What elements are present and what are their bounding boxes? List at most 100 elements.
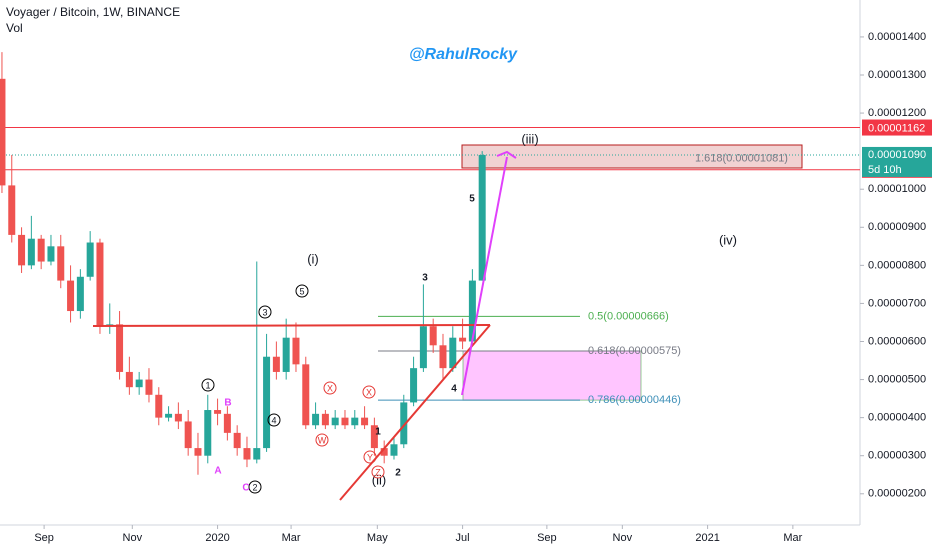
target-zone bbox=[461, 144, 803, 169]
x-tick-label: Sep bbox=[537, 532, 557, 544]
neckline bbox=[92, 324, 491, 327]
candle-body bbox=[263, 356, 271, 449]
candle-body bbox=[0, 78, 6, 186]
chart-title: Voyager / Bitcoin, 1W, BINANCE bbox=[6, 5, 180, 19]
candle-body bbox=[380, 448, 388, 456]
y-tick-label: 0.00000900 bbox=[868, 221, 926, 233]
candle-body bbox=[184, 421, 192, 449]
wave-label: 3 bbox=[262, 307, 267, 317]
wave-label: 4 bbox=[271, 415, 276, 425]
candle-body bbox=[18, 234, 26, 266]
wave-label: 2 bbox=[252, 482, 257, 492]
wave-label: 1 bbox=[375, 427, 381, 438]
wave-label: (iv) bbox=[719, 232, 737, 247]
wave-label: W bbox=[318, 435, 327, 445]
wave-label: 3 bbox=[422, 273, 428, 284]
wave-circle bbox=[323, 381, 337, 395]
candle-body bbox=[321, 413, 329, 426]
x-tick-label: 2020 bbox=[205, 532, 229, 544]
candle-body bbox=[361, 417, 369, 426]
candle-body bbox=[253, 448, 261, 460]
fib-label: 0.786(0.00000446) bbox=[588, 394, 681, 406]
wave-label: (i) bbox=[307, 251, 319, 266]
y-tick-label: 0.00000300 bbox=[868, 450, 926, 462]
wave-label: 1 bbox=[205, 380, 210, 390]
candle-body bbox=[76, 276, 84, 312]
fib-label: 0.5(0.00000666) bbox=[588, 310, 669, 322]
projection bbox=[461, 156, 508, 396]
y-tick-label: 0.00000400 bbox=[868, 412, 926, 424]
wave-label: (iii) bbox=[521, 131, 538, 146]
wave-circle bbox=[201, 378, 215, 392]
support-zone bbox=[462, 350, 642, 401]
candle-body bbox=[145, 379, 153, 395]
wave-circle bbox=[362, 385, 376, 399]
wave-circle bbox=[315, 433, 329, 447]
y-tick-label: 0.00000700 bbox=[868, 297, 926, 309]
candle-body bbox=[116, 324, 124, 372]
projection-arrow bbox=[496, 150, 517, 159]
wave-circle bbox=[248, 480, 262, 494]
candle-body bbox=[341, 417, 349, 426]
wave-label: 2 bbox=[395, 468, 401, 479]
candle-body bbox=[272, 356, 280, 372]
candle-body bbox=[459, 337, 467, 342]
wave-circle bbox=[295, 284, 309, 298]
candle-body bbox=[243, 448, 251, 460]
candle-body bbox=[194, 448, 202, 456]
wave-circle bbox=[363, 450, 377, 464]
candle-body bbox=[27, 238, 35, 266]
y-tick-label: 0.00001000 bbox=[868, 183, 926, 195]
wave-label: C bbox=[242, 483, 249, 494]
candle-body bbox=[292, 337, 300, 365]
candle-body bbox=[96, 242, 104, 327]
level-tag bbox=[862, 119, 932, 136]
wave-label: A bbox=[214, 466, 221, 477]
candle-body bbox=[57, 246, 65, 281]
candle-body bbox=[419, 326, 427, 369]
y-tick-label: 0.00001300 bbox=[868, 69, 926, 81]
candle-body bbox=[165, 413, 173, 418]
candle-body bbox=[86, 242, 94, 277]
x-tick-label: Jul bbox=[456, 532, 470, 544]
candle-body bbox=[233, 432, 241, 449]
watermark: @RahulRocky bbox=[409, 46, 518, 63]
candle-body bbox=[37, 238, 45, 262]
candle-body bbox=[47, 246, 55, 262]
candle-body bbox=[302, 364, 310, 426]
y-tick-label: 0.00000800 bbox=[868, 259, 926, 271]
candle-body bbox=[390, 444, 398, 456]
wave-circle bbox=[267, 413, 281, 427]
candle-body bbox=[351, 417, 359, 426]
x-tick-label: Nov bbox=[123, 532, 143, 544]
wave-circle bbox=[371, 465, 385, 479]
candle-body bbox=[449, 337, 457, 369]
candle-body bbox=[282, 337, 290, 372]
countdown-label: 5d 10h bbox=[868, 164, 902, 176]
x-tick-label: Nov bbox=[613, 532, 633, 544]
level-tag-label: 0.00001162 bbox=[868, 122, 925, 134]
x-tick-label: Sep bbox=[34, 532, 54, 544]
wave-label: 4 bbox=[451, 384, 457, 395]
volume-label: Vol bbox=[6, 21, 23, 35]
candle-body bbox=[135, 379, 143, 388]
candle-body bbox=[174, 413, 182, 422]
y-tick-label: 0.00000500 bbox=[868, 373, 926, 385]
candle-body bbox=[67, 280, 75, 312]
candle-body bbox=[400, 402, 408, 445]
x-tick-label: 2021 bbox=[695, 532, 719, 544]
fib-label: 0.618(0.00000575) bbox=[588, 345, 681, 357]
y-tick-label: 0.00001400 bbox=[868, 31, 926, 43]
trendline bbox=[339, 324, 491, 501]
x-tick-label: Mar bbox=[783, 532, 802, 544]
wave-label: Z bbox=[375, 467, 381, 477]
candle-body bbox=[429, 326, 437, 346]
y-tick-label: 0.00000600 bbox=[868, 335, 926, 347]
x-tick-label: Mar bbox=[282, 532, 301, 544]
candle-body bbox=[125, 371, 133, 388]
candle-body bbox=[439, 345, 447, 369]
last-price-tag bbox=[862, 146, 932, 177]
